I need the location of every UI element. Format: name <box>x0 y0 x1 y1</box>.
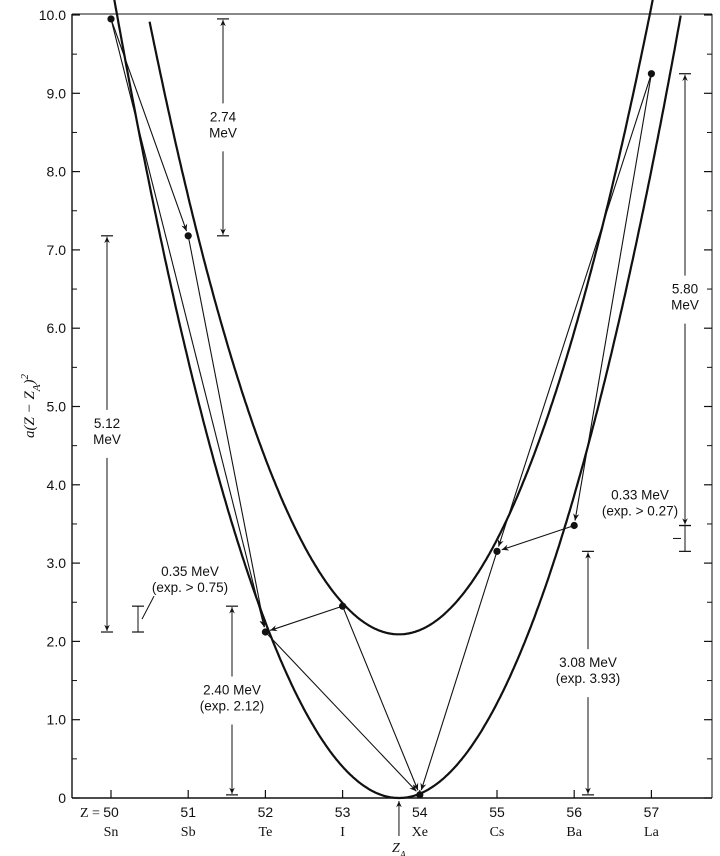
decay-arrow <box>342 605 419 791</box>
y-tick-label: 2.0 <box>47 633 67 649</box>
annotation-label: MeV <box>93 432 121 447</box>
annotation-label-bg <box>160 564 220 580</box>
annotation-label: 5.12 <box>94 416 120 431</box>
y-tick-label: 8.0 <box>47 164 67 180</box>
decay-arrow <box>110 18 266 628</box>
x-tick-symbol-label: I <box>340 825 345 840</box>
annotation-label: MeV <box>671 298 699 313</box>
decay-arrow <box>573 73 652 521</box>
x-tick-z-label: 50 <box>103 804 119 820</box>
nucleus-point <box>107 15 115 23</box>
annotation-label-bg <box>92 431 122 447</box>
parabola-lower <box>113 0 682 800</box>
x-tick-z-label: 52 <box>258 804 274 820</box>
za-marker: ZA <box>392 801 407 856</box>
annotation-label-bg <box>198 698 266 714</box>
nucleus-point <box>184 232 192 240</box>
annotation-label: (exp. > 0.27) <box>602 504 678 519</box>
annotation-label: 5.80 <box>672 282 698 297</box>
decay-arrow <box>265 631 417 792</box>
x-tick-symbol-label: Cs <box>490 825 505 840</box>
parabola-upper <box>148 0 654 636</box>
annotation-label-bg <box>558 655 618 671</box>
x-tick-z-label: 53 <box>335 804 351 820</box>
nucleus-point <box>261 628 269 636</box>
y-axis-label: a(Z − ZA)2 <box>19 373 43 438</box>
y-tick-label: 7.0 <box>47 242 67 258</box>
annotation-label-bg <box>554 671 622 687</box>
y-tick-label: 5.0 <box>47 399 67 415</box>
x-tick-z-label: 51 <box>180 804 196 820</box>
y-tick-label: 3.0 <box>47 555 67 571</box>
x-tick-z-label: 54 <box>412 804 428 820</box>
annotation-label-bg <box>670 297 700 313</box>
decay-arrows <box>110 18 652 792</box>
decay-arrow <box>497 73 652 547</box>
x-axis-element-labels: Z = 50 Sn 51 Sb 52 Te 53 I 54 Xe 55 Cs 56 Ba 57 La <box>80 790 660 840</box>
parabola-curves <box>113 0 682 800</box>
x-tick-symbol-label: La <box>644 825 660 840</box>
x-tick-z-label: 56 <box>566 804 582 820</box>
decay-arrow <box>420 551 498 791</box>
decay-arrow <box>501 524 575 551</box>
nucleus-point <box>493 547 501 555</box>
nucleus-point <box>647 70 656 78</box>
annotation-label: (exp. 2.12) <box>200 699 265 714</box>
annotation-label: 2.74 <box>210 109 237 124</box>
y-tick-label: 6.0 <box>47 320 67 336</box>
x-tick-z-label: 57 <box>644 804 660 820</box>
y-tick-label: 4.0 <box>47 477 67 493</box>
annotation-label-bg <box>208 109 238 125</box>
y-tick-label: 10.0 <box>39 7 66 23</box>
annotation-label: 0.35 MeV <box>161 564 219 579</box>
annotation-label: 2.40 MeV <box>203 683 261 698</box>
x-tick-symbol-label: Sn <box>104 825 119 840</box>
decay-arrow <box>269 605 343 632</box>
annotation-label-bg <box>208 125 238 141</box>
annotation-label-bg <box>202 682 262 698</box>
annotation-label: 3.08 MeV <box>559 655 617 670</box>
annotation-label: MeV <box>209 125 237 140</box>
decay-arrow <box>187 235 267 628</box>
annotation-label: (exp. 3.93) <box>556 671 621 686</box>
x-tick-symbol-label: Sb <box>181 825 196 840</box>
annotation-label-bg <box>610 487 670 503</box>
decay-arrow <box>110 18 188 232</box>
y-axis-ticks: 0 1.0 2.0 3.0 4.0 5.0 6.0 7.0 8.0 9.0 10.0 <box>39 7 712 806</box>
data-points <box>107 15 656 799</box>
annotation-label: (exp. > 0.75) <box>152 580 228 595</box>
annotation-leader <box>141 595 155 620</box>
annotation-label: 0.33 MeV <box>611 488 669 503</box>
annotation-label-bg <box>92 415 122 431</box>
y-tick-label: 1.0 <box>47 712 67 728</box>
y-tick-label: 0 <box>58 790 66 806</box>
annotation-label-bg <box>670 281 700 297</box>
annotation-label-bg <box>600 503 680 519</box>
x-tick-z-label: 55 <box>489 804 505 820</box>
z-prefix-label: Z = <box>80 806 100 821</box>
nucleus-point <box>339 602 347 610</box>
x-tick-symbol-label: Xe <box>412 825 428 840</box>
y-tick-label: 9.0 <box>47 85 67 101</box>
annotation-label-bg <box>150 580 230 596</box>
nucleus-point <box>570 521 578 530</box>
x-tick-symbol-label: Ba <box>566 825 582 840</box>
za-label: ZA <box>392 841 407 856</box>
x-tick-symbol-label: Te <box>259 825 273 840</box>
